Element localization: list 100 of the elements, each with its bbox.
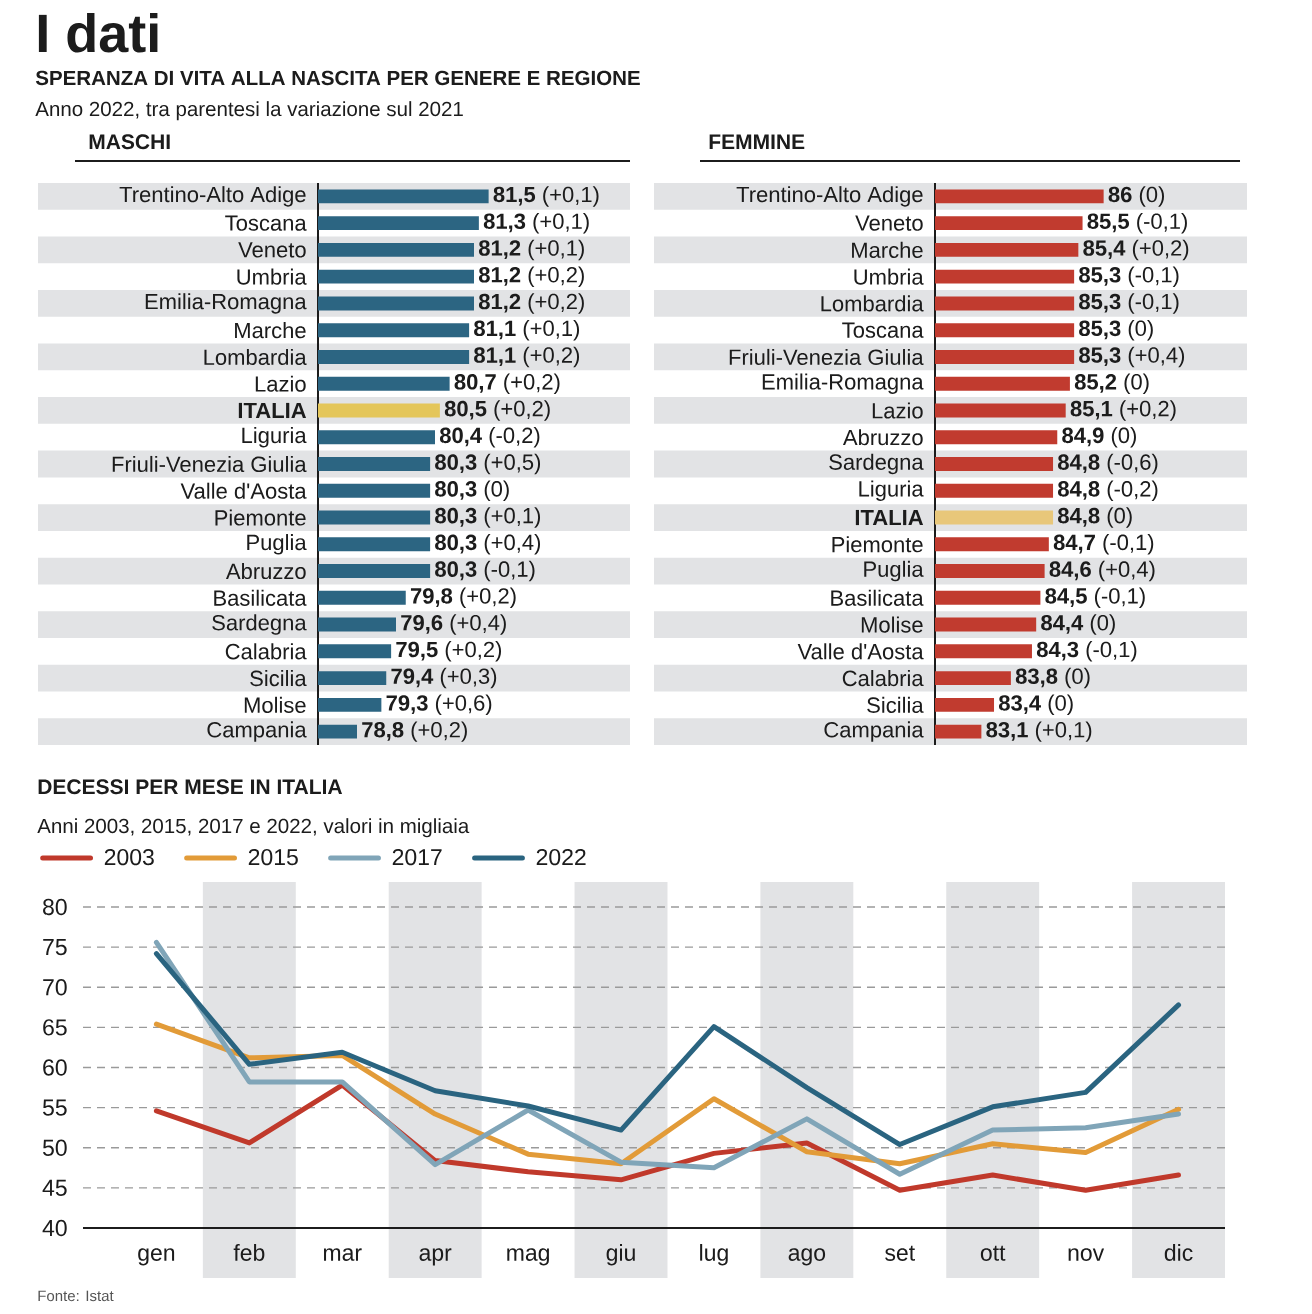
x-tick-label: gen [138,1248,175,1266]
y-tick-label: 80 [43,898,67,916]
data-label: 84,5 (-0,1) [1045,587,1145,609]
x-tick-label: ago [788,1248,826,1266]
x-tick-label: set [885,1245,915,1261]
y-tick-label: Toscana [842,322,924,338]
y-tick-label: Campania [824,721,924,742]
x-tick-label: feb [233,1244,265,1261]
data-label: 81,3 (+0,1) [483,212,589,234]
y-tick-label: Piemonte [215,509,306,526]
data-label: 85,4 (+0,2) [1083,239,1189,261]
data-label: 80,3 (0) [435,480,509,502]
y-tick-label: Liguria [859,480,924,502]
data-label: 80,3 (+0,5) [435,453,541,475]
y-tick-label: Liguria [242,426,307,448]
text: FEMMINE [709,134,805,149]
data-label: 78,8 (+0,2) [362,721,467,742]
x-tick-label: ott [980,1245,1006,1261]
y-tick-label: Sardegna [212,614,307,635]
y-tick-label: Veneto [238,242,306,258]
data-label: 80,3 (+0,4) [435,534,541,555]
y-tick-label: 60 [43,1059,67,1076]
data-label: 84,8 (0) [1058,507,1132,528]
y-tick-label: 55 [42,1099,67,1116]
y-tick-label: Abruzzo [225,562,306,580]
chart-subtitle: Anni 2003, 2015, 2017 e 2022, valori in migliaia [37,818,470,838]
y-tick-label: Sardegna [829,453,924,475]
x-tick-label: nov [1068,1248,1105,1261]
y-tick-label: Valle d'Aosta [180,482,307,499]
x-tick-label: giu [606,1244,635,1266]
y-tick-label: Calabria [225,643,307,660]
data-label: 84,9 (0) [1062,427,1136,448]
data-label: 79,3 (+0,6) [386,694,492,716]
data-label: 79,6 (+0,4) [401,614,506,635]
y-tick-label: 70 [43,979,67,996]
y-tick-label: Molise [244,696,306,713]
data-label: 81,2 (+0,2) [478,266,584,287]
y-tick-label: Marche [235,322,306,339]
y-tick-label: Marche [852,241,923,258]
data-label: 81,2 (+0,1) [478,239,584,261]
y-tick-label: 50 [42,1139,67,1156]
x-tick-label: dic [1164,1244,1193,1261]
y-tick-label: Lazio [872,402,923,419]
data-label: 84,4 (0) [1041,614,1115,635]
text: Anno 2022, tra parentesi la variazione sul 2021 [35,101,463,121]
data-label: 84,8 (-0,2) [1058,480,1158,502]
text: MASCHI [89,134,170,150]
x-tick-label: mar [323,1248,362,1261]
x-tick-label: mag [507,1248,549,1266]
y-tick-label: Basilicata [214,589,307,606]
data-label: 85,5 (-0,1) [1087,212,1187,234]
data-label: 81,1 (+0,1) [474,319,580,341]
y-tick-label: Valle d'Aosta [797,643,924,660]
data-label: 80,7 (+0,2) [454,373,560,394]
source-note: Fonte: Istat [38,1290,114,1302]
y-tick-label: Molise [861,616,923,633]
data-label: 79,4 (+0,3) [391,667,497,689]
data-label: 80,4 (-0,2) [439,427,540,448]
data-label: 80,5 (+0,2) [444,400,550,421]
y-tick-label: Friuli-Venezia Giulia [729,348,924,366]
data-label: 84,8 (-0,6) [1058,453,1158,475]
y-tick-label: Lombardia [204,348,307,366]
data-label: 80,3 (-0,1) [435,560,535,582]
y-tick-label: Umbria [854,268,924,285]
data-label: 84,6 (+0,4) [1049,560,1155,582]
data-label: 85,3 (-0,1) [1079,266,1179,287]
legend-label: 2017 [392,848,442,866]
data-label: 79,8 (+0,2) [410,587,516,609]
y-tick-label: 75 [43,939,67,956]
data-label: 81,2 (+0,2) [478,293,584,314]
legend-label: 2022 [536,848,586,866]
y-tick-label: Toscana [225,215,307,231]
y-tick-label: Sicilia [250,670,307,687]
y-tick-label: Friuli-Venezia Giulia [112,455,307,473]
legend-label: 2003 [104,848,154,866]
y-tick-label: Calabria [842,670,924,687]
y-tick-label: Veneto [855,215,923,231]
y-tick-label: Piemonte [832,536,923,553]
data-label: 85,1 (+0,2) [1070,400,1176,421]
y-tick-label: Umbria [237,268,307,285]
y-tick-label: 40 [42,1219,67,1237]
y-tick-label: Trentino-Alto Adige [736,186,923,207]
text: I dati [38,12,158,53]
data-label: 83,8 (0) [1015,667,1090,689]
y-tick-label: Campania [207,721,307,742]
data-label: 85,3 (-0,1) [1079,293,1179,314]
y-tick-label: Trentino-Alto Adige [119,186,306,207]
data-label: 83,1 (+0,1) [986,721,1092,742]
y-tick-label: Lombardia [821,295,924,312]
y-tick-label: Puglia [864,560,924,582]
data-label: 81,1 (+0,2) [474,346,580,368]
data-label: 84,3 (-0,1) [1036,641,1137,662]
y-tick-label: Abruzzo [842,429,923,446]
x-tick-label: lug [700,1244,728,1266]
y-tick-label: ITALIA [238,402,307,419]
data-label: 85,2 (0) [1074,373,1149,394]
data-label: 81,5 (+0,1) [493,186,599,207]
y-tick-label: Basilicata [831,589,924,606]
data-label: 85,3 (+0,4) [1079,346,1185,368]
x-tick-label: apr [419,1248,452,1266]
